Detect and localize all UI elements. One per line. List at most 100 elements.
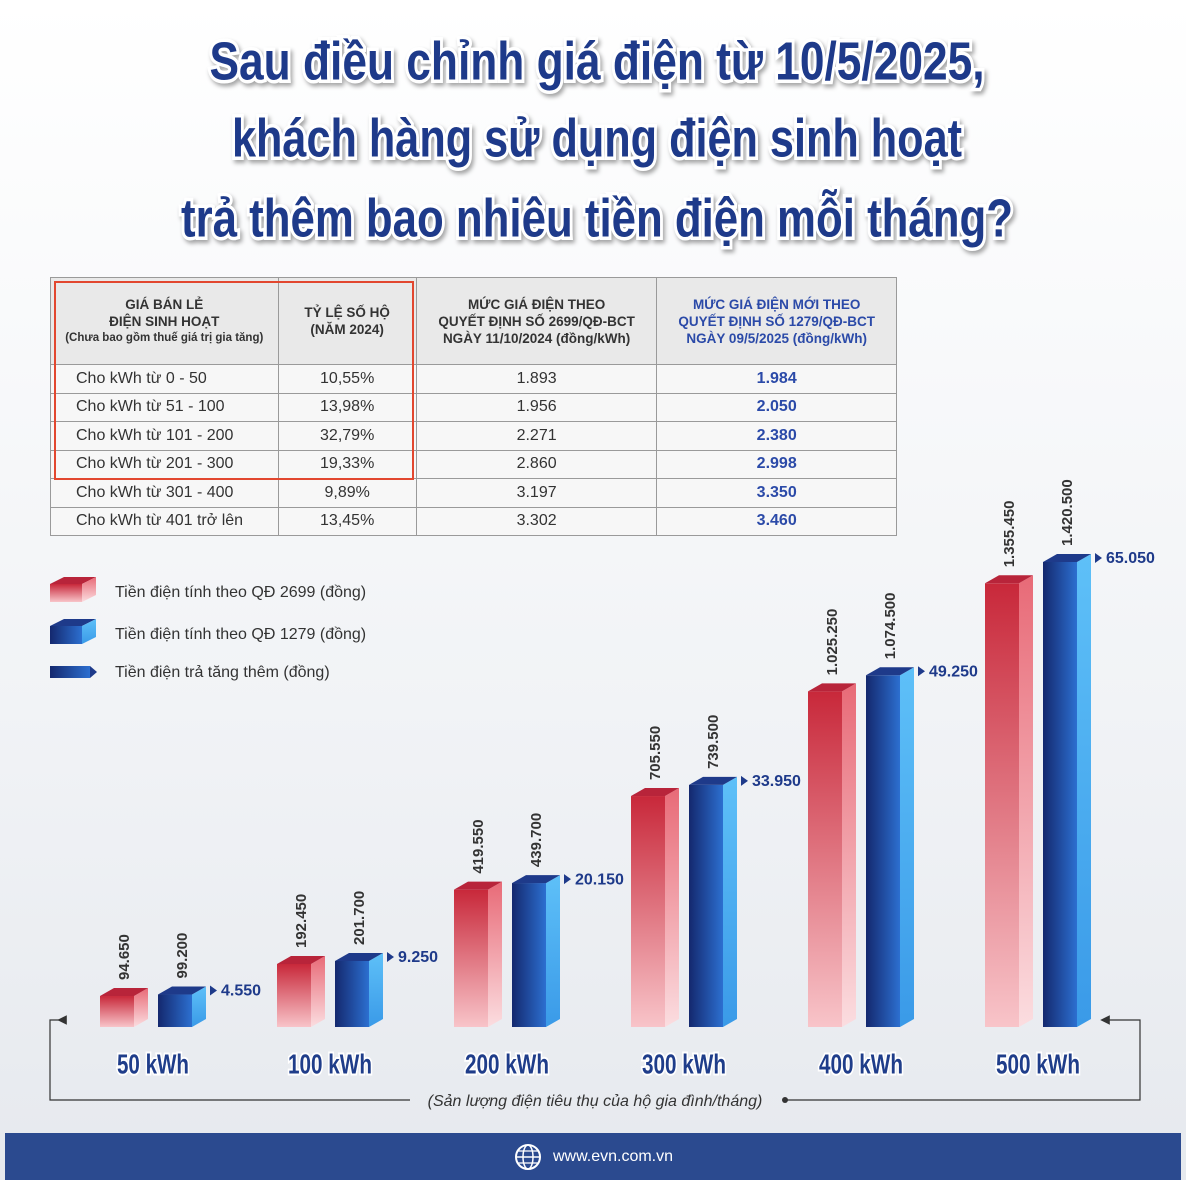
table-cell: Cho kWh từ 51 - 100	[50, 392, 279, 422]
table-row: Cho kWh từ 201 - 300 19,33% 2.860 2.998	[50, 449, 897, 479]
bar	[335, 952, 383, 1027]
increase-label: 49.250	[929, 663, 978, 680]
price-table: GIÁ BÁN LẺ ĐIỆN SINH HOẠT (Chưa bao gồm th…	[50, 277, 897, 536]
increase-label: 33.950	[752, 773, 801, 790]
value-label: 1.074.500	[882, 593, 899, 660]
bar	[158, 986, 206, 1027]
table-cell: 32,79%	[277, 421, 417, 451]
bar-top	[689, 776, 737, 785]
bar-front	[1043, 562, 1077, 1027]
axis-bracket	[49, 1015, 410, 1101]
table-row: Cho kWh từ 301 - 400 9,89% 3.197 3.350	[50, 478, 897, 508]
table-cell: 1.893	[415, 364, 658, 394]
legend-swatch	[50, 626, 82, 644]
bar-side	[546, 875, 560, 1027]
header-cell: MỨC GIÁ ĐIỆN MỚI THEO QUYẾT ĐỊNH SỐ 1279/…	[656, 277, 897, 365]
bar-side	[1019, 575, 1033, 1027]
table-cell: 1.956	[415, 392, 658, 422]
bar-top	[1043, 554, 1091, 562]
bar-top	[277, 956, 325, 965]
increase-marker	[387, 951, 394, 962]
header-text: GIÁ BÁN LẺ	[125, 296, 204, 312]
bar-top	[631, 788, 679, 797]
x-tick-label: 400 kWh	[819, 1048, 903, 1079]
x-tick-label: 100 kWh	[288, 1048, 372, 1079]
bar-side	[842, 683, 856, 1027]
header-text: (NĂM 2024)	[310, 322, 384, 337]
table-cell: Cho kWh từ 401 trở lên	[50, 506, 279, 536]
table-cell: 3.197	[415, 478, 658, 508]
bar-front	[985, 583, 1019, 1027]
title-line: khách hàng sử dụng điện sinh hoạt	[232, 108, 962, 168]
bar-front	[512, 883, 546, 1027]
value-label: 192.450	[293, 894, 310, 948]
value-label: 1.355.450	[1001, 501, 1018, 568]
value-label: 99.200	[174, 933, 191, 979]
bar-side	[369, 952, 383, 1027]
footer-url: www.evn.com.vn	[552, 1147, 674, 1165]
bar	[1043, 554, 1091, 1027]
increase-marker	[1095, 553, 1102, 563]
table-cell: 13,45%	[277, 506, 417, 536]
bar-top	[866, 667, 914, 676]
bar-front	[277, 964, 311, 1027]
increase-marker	[918, 666, 925, 677]
table-cell: 2.050	[656, 392, 897, 422]
bar	[985, 575, 1033, 1027]
legend-swatch	[50, 577, 96, 584]
bar-front	[158, 994, 192, 1027]
header-cell: TỶ LỆ SỐ HỘ (NĂM 2024)	[277, 277, 417, 365]
x-tick-label: 50 kWh	[117, 1048, 189, 1079]
legend-swatch	[90, 666, 97, 678]
table-cell: 2.860	[415, 449, 658, 479]
value-label: 94.650	[116, 934, 133, 980]
header-text: QUYẾT ĐỊNH SỐ 1279/QĐ-BCT	[678, 313, 875, 329]
bar	[689, 776, 737, 1027]
bar-front	[808, 691, 842, 1027]
bar-top	[158, 986, 206, 995]
table-cell: 3.460	[656, 506, 897, 536]
table-cell: 2.380	[656, 421, 897, 451]
x-tick-label: 500 kWh	[996, 1048, 1080, 1079]
x-axis-label: (Sản lượng điện tiêu thụ của hộ gia đình…	[428, 1093, 763, 1110]
legend-swatch	[50, 619, 96, 626]
table-cell: 2.998	[656, 449, 897, 479]
header-text: ĐIỆN SINH HOẠT	[109, 313, 220, 329]
increase-label: 20.150	[575, 871, 624, 888]
bar-front	[631, 796, 665, 1027]
increase-label: 4.550	[221, 983, 261, 1000]
value-label: 439.700	[528, 813, 545, 867]
bar-top	[454, 881, 502, 890]
globe-icon	[514, 1143, 541, 1170]
legend-swatch	[50, 666, 90, 678]
highlight-box	[54, 281, 414, 480]
header-text: TỶ LỆ SỐ HỘ	[304, 305, 390, 320]
title-line: Sau điều chỉnh giá điện từ 10/5/2025,	[210, 31, 985, 91]
legend-swatch	[50, 584, 82, 602]
bar-side	[488, 881, 502, 1027]
bar-top	[808, 683, 856, 692]
bar-side	[1077, 554, 1091, 1027]
value-label: 1.025.250	[824, 609, 841, 676]
bar-side	[665, 788, 679, 1027]
axis-bracket	[785, 1015, 1141, 1101]
value-label: 201.700	[351, 891, 368, 945]
bar	[512, 875, 560, 1027]
increase-marker	[741, 775, 748, 786]
header-text: NGÀY 09/5/2025 (đồng/kWh)	[686, 330, 867, 346]
legend-label: Tiền điện tính theo QĐ 2699 (đồng)	[115, 584, 366, 601]
x-tick-label: 300 kWh	[642, 1048, 726, 1079]
bar-front	[866, 675, 900, 1027]
bar-side	[900, 667, 914, 1027]
legend-swatch	[82, 577, 96, 602]
bar-side	[134, 988, 148, 1027]
bar-front	[335, 960, 369, 1027]
table-cell: Cho kWh từ 301 - 400	[50, 478, 279, 508]
bar-top	[335, 952, 383, 961]
header-text: QUYẾT ĐỊNH SỐ 2699/QĐ-BCT	[438, 313, 635, 329]
table-cell: Cho kWh từ 201 - 300	[50, 449, 279, 479]
footer: www.evn.com.vn	[5, 1133, 1181, 1180]
increase-label: 9.250	[398, 949, 438, 966]
legend-label: Tiền điện tính theo QĐ 1279 (đồng)	[115, 626, 366, 643]
